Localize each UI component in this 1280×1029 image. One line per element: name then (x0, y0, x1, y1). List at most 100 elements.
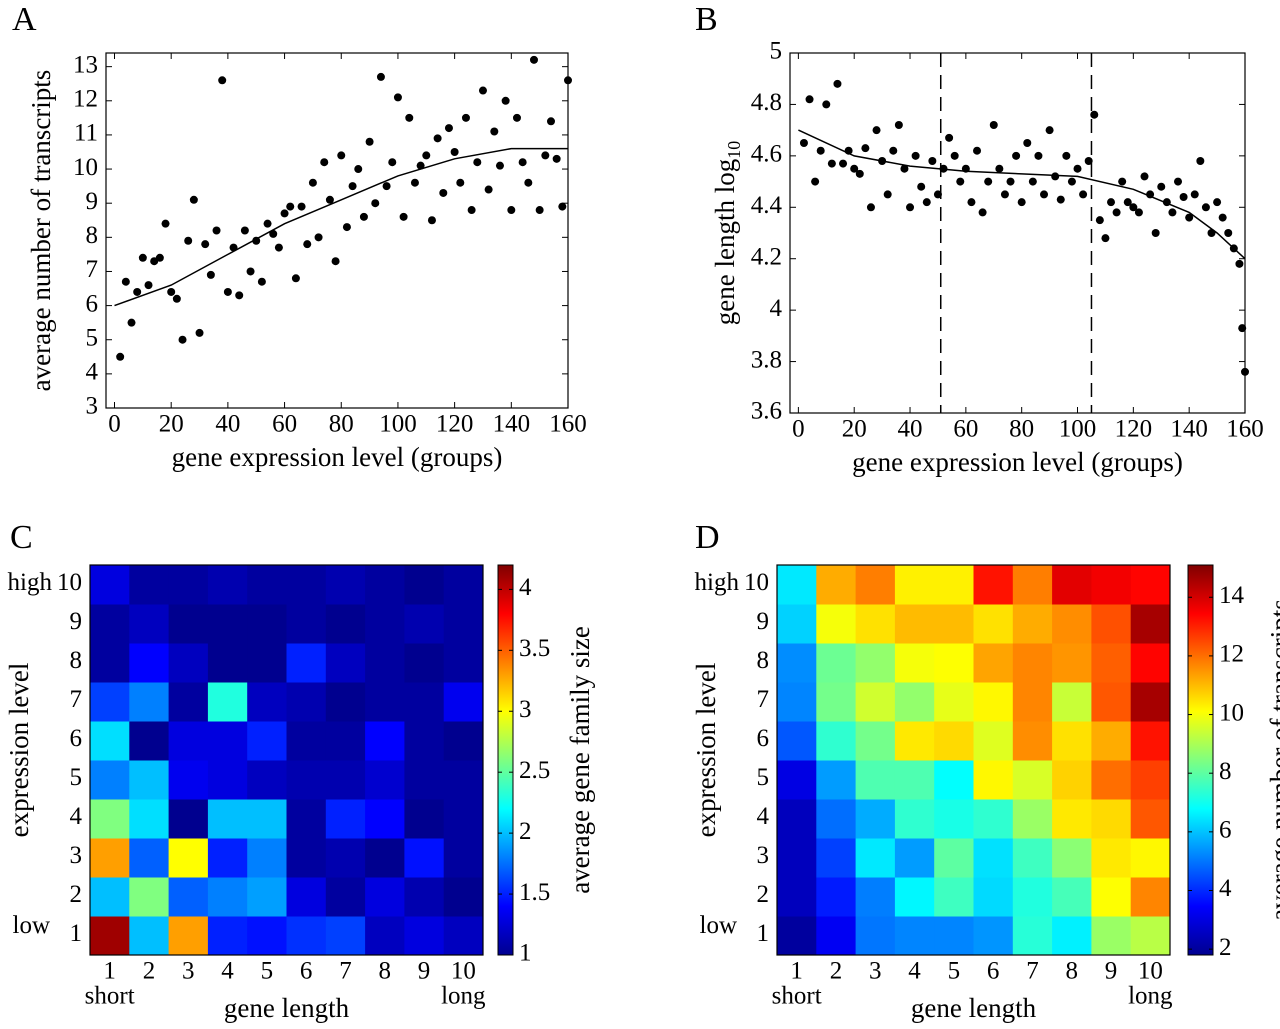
y-tick-label: 3.8 (751, 346, 782, 373)
y-tick-label: 10 (744, 569, 769, 596)
heat-cell (168, 877, 209, 917)
point (1017, 198, 1026, 207)
heat-cell (247, 760, 287, 800)
point (303, 240, 312, 249)
point (161, 219, 170, 228)
point (1045, 126, 1054, 135)
heat-cell (168, 643, 209, 683)
x-tick-label: 100 (1059, 416, 1097, 443)
panel-label: D (695, 519, 720, 556)
x-tick-label: 9 (1105, 958, 1118, 985)
y-tick-label: 4 (70, 803, 83, 830)
point (274, 243, 283, 252)
x-end-label: short (85, 983, 135, 1010)
point (900, 164, 909, 173)
point (1107, 198, 1116, 207)
heat-cell (404, 877, 445, 917)
x-tick-label: 100 (379, 411, 417, 438)
heat-cell (325, 682, 366, 722)
heat-cell (443, 838, 484, 878)
heat-cell (168, 682, 209, 722)
point (933, 190, 942, 199)
heat-cell (855, 565, 896, 605)
heat-cell (286, 760, 327, 800)
point (365, 137, 374, 146)
point (1095, 216, 1104, 225)
heat-cell (777, 838, 817, 878)
heat-cell (816, 838, 857, 878)
point (989, 121, 998, 129)
heat-cell (894, 721, 935, 761)
colorbar-tick-label: 3.5 (519, 635, 550, 662)
heat-cell (894, 760, 935, 800)
colorbar-tick-label: 4 (519, 574, 532, 601)
point (393, 93, 402, 102)
heat-cell (816, 877, 857, 917)
heat-cell (1091, 916, 1132, 956)
colorbar-tick-label: 2 (1219, 934, 1232, 961)
heat-cell (816, 916, 857, 956)
heat-cell (973, 721, 1014, 761)
x-axis-label: gene length (911, 993, 1037, 1023)
heat-cell (90, 565, 130, 605)
point (116, 352, 125, 361)
heat-cell (855, 643, 896, 683)
y-tick-label: 8 (757, 647, 770, 674)
heat-cell (777, 916, 817, 956)
x-tick-label: 2 (830, 958, 843, 985)
point (1112, 208, 1121, 217)
point (473, 158, 482, 167)
heat-cell (1052, 721, 1092, 761)
point (223, 287, 232, 296)
point (1134, 208, 1143, 217)
y-tick-label: 6 (757, 725, 770, 752)
x-tick-label: 4 (221, 958, 234, 985)
heat-cell (129, 682, 170, 722)
heat-cell (247, 916, 287, 956)
x-tick-label: 9 (418, 958, 431, 985)
heat-cell (365, 799, 405, 839)
point (263, 219, 272, 228)
point (257, 277, 266, 286)
x-tick-label: 40 (898, 416, 923, 443)
x-tick-label: 7 (339, 958, 352, 985)
heat-cell (286, 565, 327, 605)
fit-line (798, 129, 1246, 260)
point (246, 267, 255, 276)
heat-cell (247, 838, 287, 878)
heat-cell (1012, 682, 1053, 722)
heat-cell (816, 760, 857, 800)
heat-cell (1091, 682, 1132, 722)
point (1174, 177, 1183, 186)
y-end-label: low (700, 912, 738, 939)
point (155, 253, 164, 262)
heat-cell (1130, 877, 1171, 917)
x-tick-label: 10 (1138, 958, 1163, 985)
point (1028, 177, 1037, 186)
plot-frame (89, 564, 484, 956)
heat-cell (207, 604, 248, 644)
point (1238, 324, 1247, 333)
point (371, 199, 380, 208)
y-axis-label: average number of transcripts (26, 70, 56, 392)
heat-cell (90, 721, 130, 761)
heat-cell (973, 799, 1014, 839)
point (1056, 195, 1065, 204)
point (518, 158, 527, 167)
point (1129, 203, 1138, 212)
point (495, 161, 504, 170)
heat-cell (1091, 643, 1132, 683)
heat-cell (129, 760, 170, 800)
heat-cell (855, 604, 896, 644)
point (1190, 190, 1199, 199)
colorbar-tick-label: 2 (519, 818, 532, 845)
colorbar-tick-label: 6 (1219, 817, 1232, 844)
heat-cell (129, 838, 170, 878)
heat-cell (1052, 799, 1092, 839)
heat-cell (247, 877, 287, 917)
x-tick-label: 1 (103, 958, 116, 985)
point (866, 203, 875, 212)
point (546, 117, 555, 126)
colorbar (497, 564, 514, 956)
y-axis-label-subscript: 10 (724, 141, 744, 159)
